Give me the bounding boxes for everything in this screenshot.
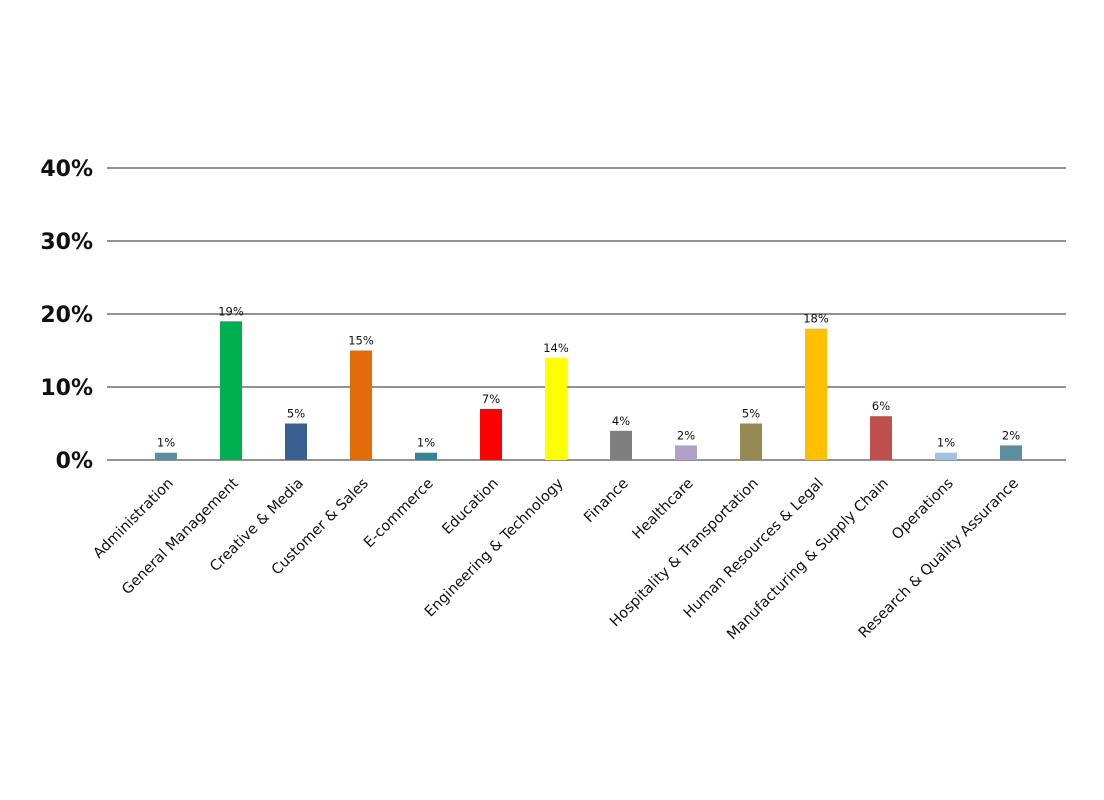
data-label: 1% — [417, 436, 435, 450]
x-tick-label: Finance — [581, 475, 632, 526]
bar — [220, 321, 242, 460]
data-label: 18% — [803, 312, 829, 326]
x-tick-label: Education — [439, 476, 501, 538]
bar — [285, 423, 307, 460]
x-tick-label: Human Resources & Legal — [681, 476, 827, 622]
data-label: 2% — [1002, 428, 1020, 442]
data-label: 1% — [937, 436, 955, 450]
gridlines — [107, 167, 1066, 461]
bar — [740, 423, 762, 460]
bar — [545, 357, 567, 460]
data-label: 7% — [482, 392, 500, 406]
x-tick-label: E-commerce — [361, 475, 437, 551]
y-tick-label: 30% — [40, 230, 93, 255]
data-label: 6% — [872, 399, 890, 413]
bar — [935, 452, 957, 460]
data-label: 19% — [218, 304, 244, 318]
bar — [675, 445, 697, 460]
data-label: 14% — [543, 341, 569, 355]
data-labels: 1% 19% 5% 15% 1% 7% 14% 4% 2% 5% 18% 6% 1% 2% — [157, 304, 1020, 449]
data-label: 5% — [742, 407, 760, 421]
bar — [415, 452, 437, 460]
bar — [350, 350, 372, 460]
x-tick-label: Operations — [889, 476, 957, 544]
y-tick-label: 0% — [56, 449, 93, 474]
y-tick-label: 40% — [40, 157, 93, 182]
bar — [480, 408, 502, 460]
bar — [610, 430, 632, 460]
bars — [155, 321, 1022, 460]
data-label: 4% — [612, 414, 630, 428]
bar — [805, 328, 827, 460]
bar — [1000, 445, 1022, 460]
y-tick-label: 20% — [40, 303, 93, 328]
data-label: 5% — [287, 407, 305, 421]
data-label: 15% — [348, 334, 374, 348]
x-tick-label: Engineering & Technology — [422, 475, 567, 620]
y-axis-tick-labels: 0% 10% 20% 30% 40% — [40, 157, 93, 474]
y-tick-label: 10% — [40, 376, 93, 401]
x-tick-label: Healthcare — [630, 475, 697, 542]
data-label: 2% — [677, 428, 695, 442]
x-tick-label: General Management — [119, 475, 242, 598]
data-label: 1% — [157, 436, 175, 450]
bar — [870, 416, 892, 460]
bar — [155, 452, 177, 460]
